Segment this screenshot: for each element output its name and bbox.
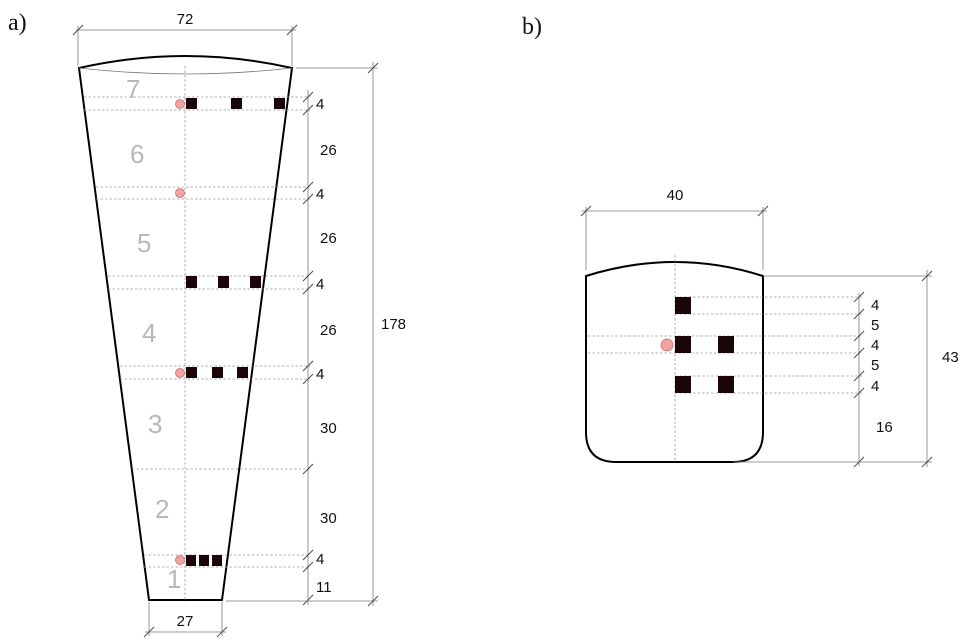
- panel-a-label: a): [8, 10, 27, 36]
- dimension-label: 11: [316, 579, 332, 596]
- dimension-label: 4: [316, 551, 324, 568]
- dimension-label: 4: [871, 337, 879, 354]
- dimension-label: 26: [320, 322, 337, 339]
- segment-label: 7: [126, 74, 140, 104]
- total-height-dimension: 178: [226, 62, 406, 607]
- sensor-square: [675, 336, 691, 353]
- dimension-label: 4: [316, 186, 324, 203]
- cylinder-body: [585, 261, 764, 463]
- sensor-square: [212, 367, 223, 378]
- total-height-label: 178: [381, 316, 406, 333]
- sensor-dot: [175, 99, 185, 109]
- total-height-dimension-b: 43: [733, 270, 959, 468]
- dimension-label: 4: [316, 276, 324, 293]
- dimension-label: 4: [316, 366, 324, 383]
- segment-label: 5: [137, 228, 151, 258]
- width-dimension: 40: [580, 187, 769, 270]
- sensor-square: [675, 376, 691, 393]
- dimension-label: 26: [320, 142, 337, 159]
- sensor-square: [718, 376, 734, 393]
- sensor-square: [199, 555, 209, 566]
- dimension-label: 30: [320, 420, 337, 437]
- sensors-a: [175, 98, 285, 566]
- bottom-width-dimension: 27: [143, 602, 228, 638]
- segment-labels: 1 2 3 4 5 6 7: [126, 74, 181, 594]
- sensor-square: [212, 555, 222, 566]
- segment-label: 4: [142, 318, 156, 348]
- dimension-label: 4: [871, 297, 879, 314]
- level-lines: [84, 96, 310, 568]
- sensor-square: [186, 98, 197, 109]
- sensor-square: [250, 276, 261, 288]
- dimension-label: 16: [876, 419, 893, 436]
- sensor-square: [186, 276, 197, 288]
- sensor-dot: [660, 338, 674, 352]
- sensor-square: [237, 367, 248, 378]
- top-ellipse-back: [78, 67, 293, 75]
- sensors-b: [660, 297, 734, 393]
- top-width-dimension: 72: [72, 11, 298, 66]
- sensor-dot: [175, 188, 185, 198]
- height-dimension-chain: 4 26 4 26 4 26 4 30 30 4 11: [302, 90, 337, 606]
- dimension-label: 4: [871, 378, 879, 395]
- dimension-label: 30: [320, 510, 337, 527]
- sensor-dot: [175, 368, 185, 378]
- sensor-square: [718, 336, 734, 353]
- segment-label: 2: [155, 494, 169, 524]
- sensor-square: [231, 98, 242, 109]
- sensor-square: [675, 297, 691, 314]
- sensor-square: [218, 276, 229, 288]
- segment-label: 6: [130, 139, 144, 169]
- panel-b: b) 40: [522, 14, 959, 468]
- bottom-width-label: 27: [177, 613, 194, 630]
- sensor-square: [186, 555, 196, 566]
- dimension-label: 5: [871, 317, 879, 334]
- dimension-label: 5: [871, 357, 879, 374]
- segment-label: 1: [167, 564, 181, 594]
- sensor-dot: [175, 555, 185, 565]
- width-label: 40: [667, 187, 684, 204]
- tapered-body: [77, 55, 294, 601]
- top-width-label: 72: [177, 11, 194, 28]
- dimension-label: 4: [316, 96, 324, 113]
- total-height-label-b: 43: [942, 349, 959, 366]
- sensor-square: [186, 367, 197, 378]
- dimension-label: 26: [320, 230, 337, 247]
- panel-b-label: b): [522, 14, 542, 40]
- segment-label: 3: [148, 409, 162, 439]
- panel-a: a) 72: [8, 10, 406, 638]
- height-dimension-chain-b: 4 5 4 5 4 16: [853, 291, 893, 468]
- sensor-square: [274, 98, 285, 109]
